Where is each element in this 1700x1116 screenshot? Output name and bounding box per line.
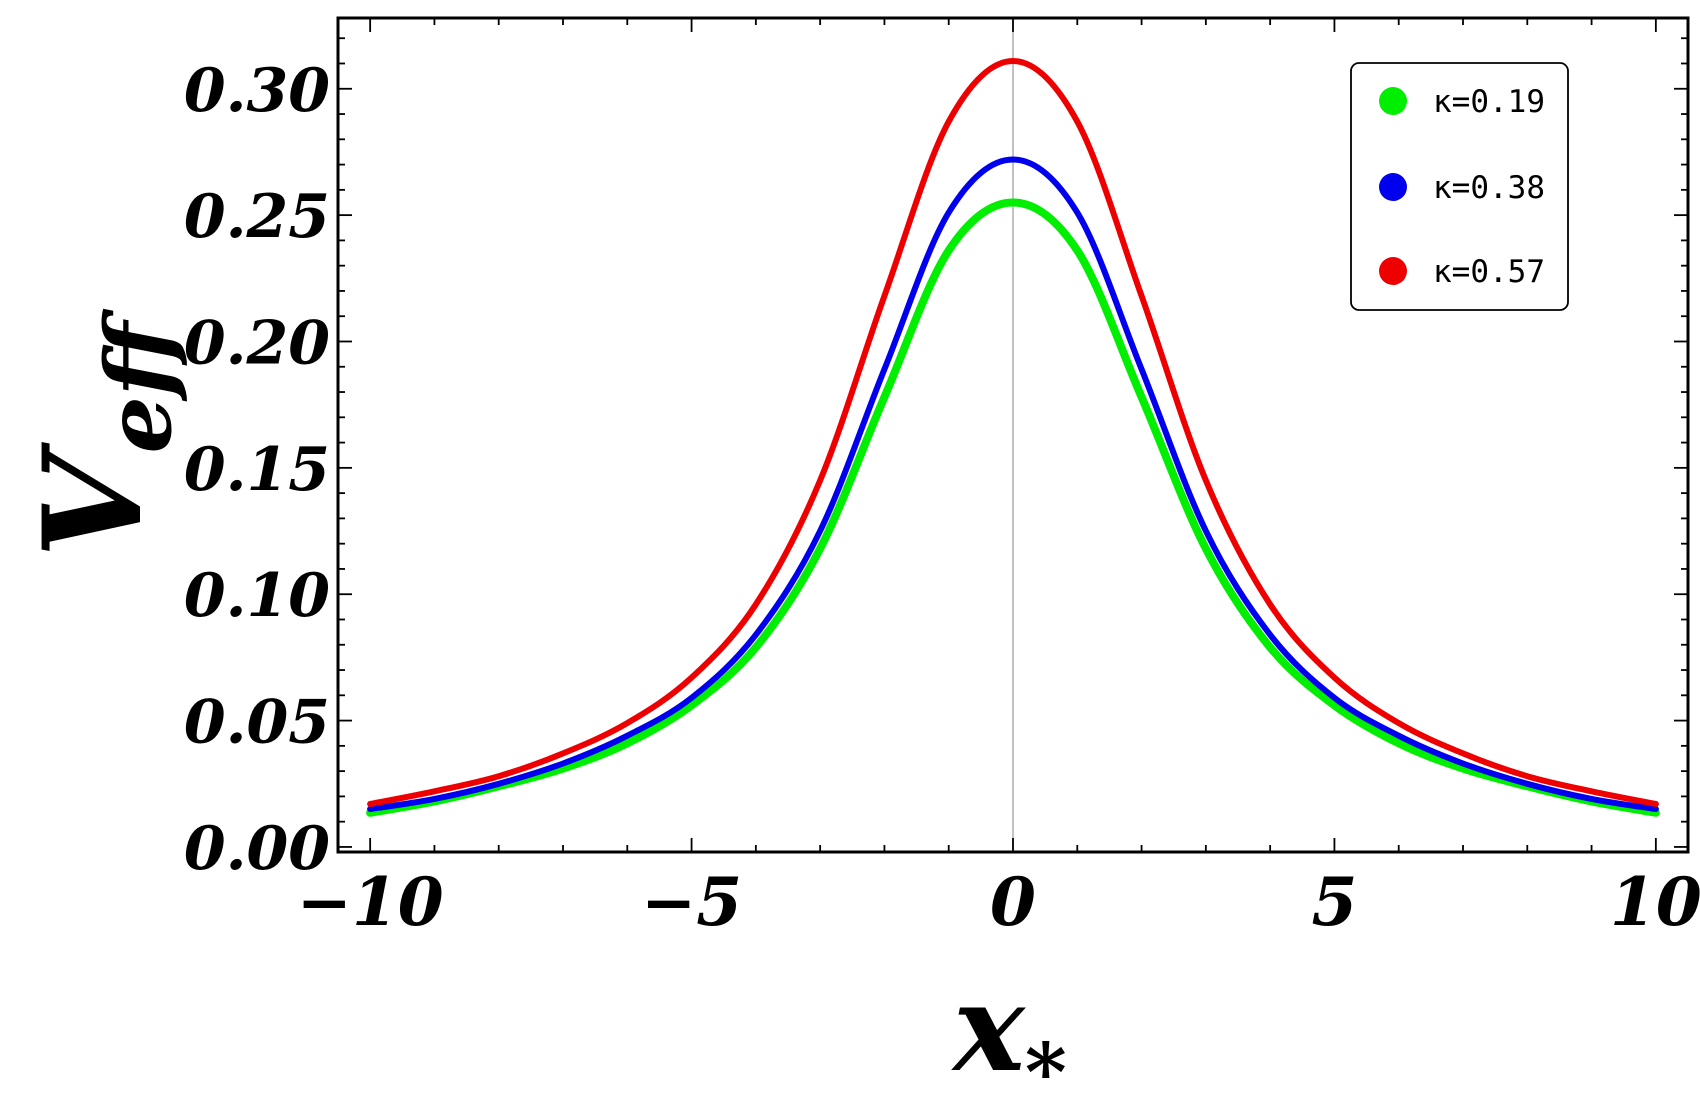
legend-label-1: κ=0.38 — [1433, 170, 1545, 206]
legend-entry: κ=0.19 — [1379, 84, 1545, 120]
y-tick-label: 0.05 — [184, 688, 330, 758]
x-tick-label: −5 — [641, 863, 742, 941]
legend-entry: κ=0.57 — [1379, 254, 1545, 290]
series-line-1 — [367, 156, 1659, 812]
legend: κ=0.19 κ=0.38 κ=0.57 — [1350, 62, 1569, 311]
series-line-2 — [367, 58, 1659, 807]
x-tick-label: 5 — [1311, 863, 1357, 941]
series-line-0 — [366, 198, 1660, 817]
y-tick-label: 0.25 — [184, 182, 330, 252]
y-tick-label: 0.10 — [184, 561, 330, 631]
y-axis: 0.00 0.05 0.10 0.15 0.20 0.25 0.30 — [184, 37, 1688, 884]
y-tick-label: 0.30 — [184, 56, 330, 126]
x-axis-title: x* — [950, 958, 1066, 1116]
legend-label-0: κ=0.19 — [1433, 84, 1545, 120]
legend-marker-0 — [1379, 87, 1407, 115]
series-layer — [366, 58, 1660, 817]
x-axis-title-main: x — [950, 958, 1026, 1099]
x-tick-label: −10 — [297, 863, 444, 941]
y-tick-label: 0.15 — [184, 435, 330, 505]
legend-marker-2 — [1379, 257, 1407, 285]
legend-box — [1350, 62, 1569, 311]
x-axis-title-sub: * — [1025, 1025, 1067, 1116]
x-tick-label: 0 — [990, 863, 1036, 941]
legend-label-2: κ=0.57 — [1433, 254, 1545, 290]
y-axis-title: Veff — [13, 308, 192, 558]
x-axis: −10 −5 0 5 10 — [297, 18, 1700, 941]
legend-entry: κ=0.38 — [1379, 170, 1545, 206]
legend-marker-1 — [1379, 173, 1407, 201]
y-tick-label: 0.00 — [184, 814, 330, 884]
x-tick-label: 10 — [1610, 863, 1700, 941]
y-axis-title-sub: eff — [86, 308, 192, 453]
y-tick-label: 0.20 — [184, 308, 330, 378]
y-axis-title-main: V — [13, 441, 172, 558]
